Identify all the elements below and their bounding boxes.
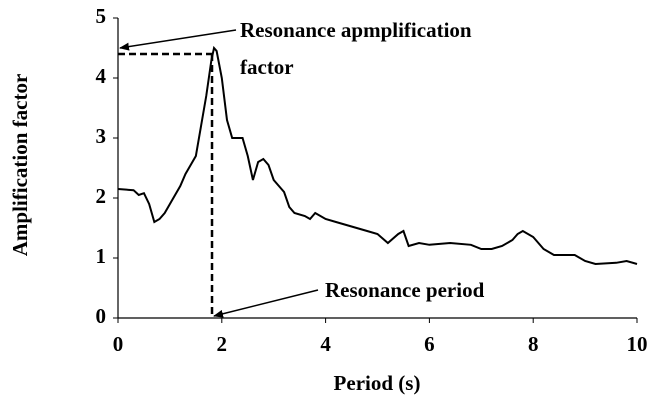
arrow	[119, 29, 237, 51]
y-tick-label: 5	[96, 4, 107, 28]
arrow	[213, 289, 319, 318]
annotation: Resonance apmplification	[240, 18, 472, 42]
y-tick-label: 2	[96, 184, 107, 208]
x-tick-label: 0	[113, 332, 124, 356]
x-tick-label: 8	[528, 332, 539, 356]
x-tick-label: 6	[424, 332, 435, 356]
x-tick-label: 2	[217, 332, 228, 356]
x-axis-title: Period (s)	[334, 371, 421, 395]
y-axis-title: Amplification factor	[8, 74, 32, 257]
y-tick-label: 0	[96, 304, 107, 328]
x-tick-label: 4	[320, 332, 331, 356]
y-tick-label: 4	[96, 64, 107, 88]
x-tick-label: 10	[627, 332, 648, 356]
annotation: Resonance period	[325, 278, 485, 302]
y-tick-label: 3	[96, 124, 107, 148]
y-tick-label: 1	[96, 244, 107, 268]
annotation: factor	[240, 55, 294, 79]
data-line	[117, 45, 638, 266]
